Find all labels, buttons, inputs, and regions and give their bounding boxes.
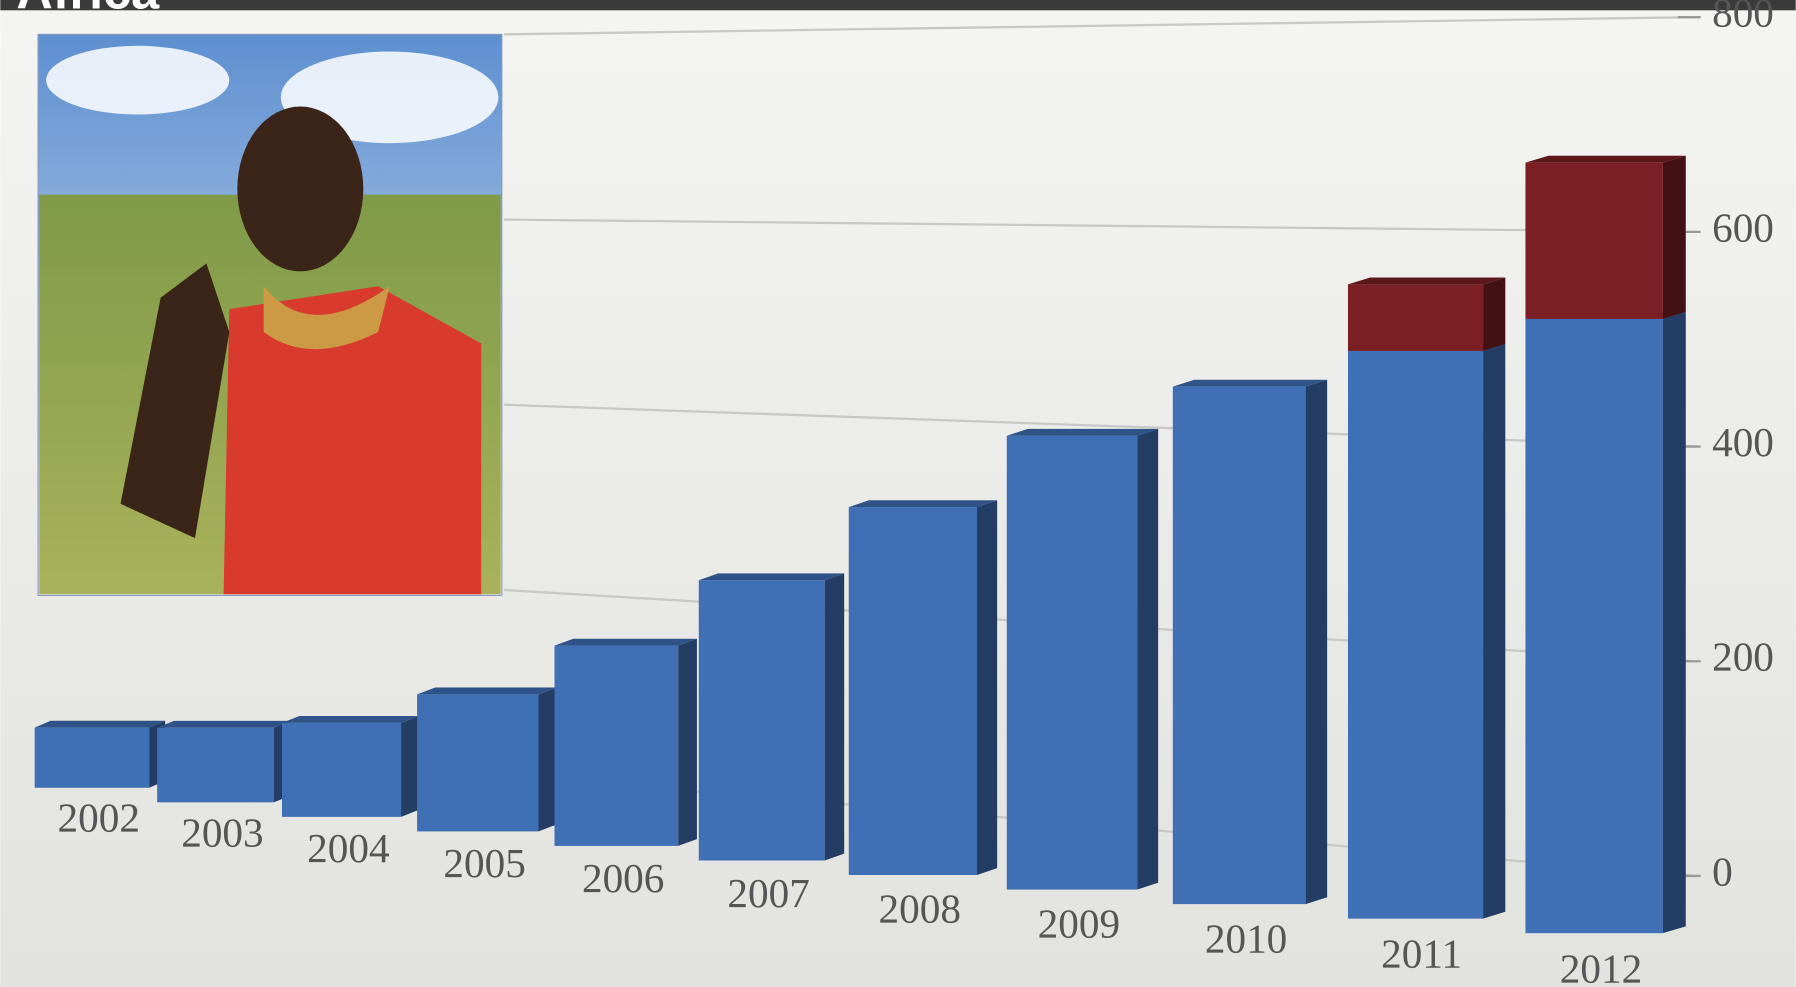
bar-top — [554, 638, 697, 646]
bar — [1347, 284, 1484, 351]
title: Africa — [16, 0, 160, 20]
bar — [554, 645, 679, 846]
bar-top — [848, 500, 998, 508]
bar-top — [1172, 379, 1328, 387]
y-tick-label: 0 — [1712, 848, 1733, 894]
head — [237, 106, 364, 272]
bar — [698, 580, 825, 861]
x-tick-label: 2012 — [1560, 946, 1642, 987]
x-tick-label: 2011 — [1381, 931, 1462, 977]
bar-top — [1347, 277, 1506, 285]
bar-top — [34, 720, 166, 728]
x-tick-label: 2009 — [1038, 900, 1120, 946]
bar — [1347, 350, 1484, 919]
x-tick-label: 2006 — [582, 855, 664, 901]
bar-top — [417, 687, 557, 695]
bar — [1525, 162, 1663, 319]
bar — [848, 507, 978, 876]
bar-side — [824, 573, 845, 861]
bar-side — [678, 638, 697, 846]
bar-side — [401, 715, 419, 817]
bar-top — [698, 573, 845, 581]
bar-top — [1006, 428, 1159, 436]
bar — [281, 722, 402, 817]
bar-top — [1525, 155, 1686, 163]
bar-top — [281, 715, 419, 723]
x-tick-label: 2008 — [879, 885, 961, 931]
bar-side — [1662, 155, 1686, 319]
x-tick-label: 2010 — [1205, 915, 1287, 961]
x-tick-label: 2003 — [181, 810, 263, 856]
bar-side — [1137, 428, 1159, 890]
photo — [37, 33, 503, 596]
cloud — [280, 51, 499, 144]
y-tick-label: 200 — [1712, 634, 1774, 680]
y-tick-label: 600 — [1712, 204, 1774, 250]
bars: 2002 2003 2004 2005 2006 2007 2008 2009 2010 2011… — [34, 155, 1686, 987]
bar — [417, 694, 539, 832]
bar-side — [538, 687, 557, 832]
cloud — [46, 45, 230, 115]
robe — [223, 286, 482, 595]
beads — [263, 286, 390, 350]
grid-line — [504, 16, 1695, 36]
bar-side — [977, 500, 998, 876]
bar — [34, 727, 150, 788]
bar-side — [1305, 379, 1328, 905]
bar — [157, 727, 274, 803]
bar-side — [1483, 277, 1506, 351]
bar-side — [1483, 344, 1506, 919]
bar — [1172, 386, 1306, 905]
x-tick-label: 2002 — [58, 795, 140, 841]
bar — [1525, 318, 1663, 934]
bar — [1006, 435, 1138, 890]
arm — [120, 263, 230, 539]
bar-top — [157, 720, 291, 728]
x-tick-label: 2004 — [307, 825, 389, 871]
x-tick-label: 2007 — [727, 870, 809, 916]
grid-line — [504, 218, 1695, 234]
y-tick-label: 800 — [1712, 0, 1774, 36]
bar-side — [1662, 311, 1686, 934]
y-tick-label: 400 — [1712, 419, 1774, 465]
x-tick-label: 2005 — [443, 840, 525, 886]
header-bar — [0, 0, 1796, 11]
